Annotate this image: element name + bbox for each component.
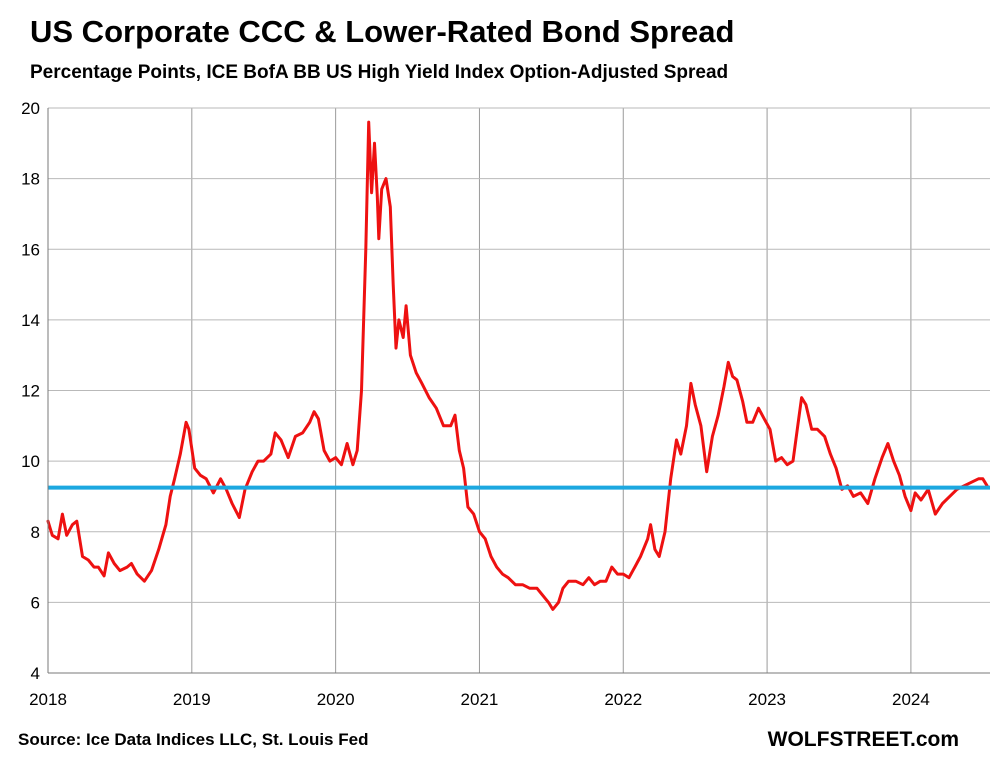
y-tick-label: 18: [21, 170, 40, 189]
y-tick-label: 4: [31, 664, 40, 683]
y-tick-label: 8: [31, 523, 40, 542]
x-tick-label: 2018: [29, 690, 67, 709]
x-tick-label: 2024: [892, 690, 930, 709]
y-tick-label: 10: [21, 452, 40, 471]
x-tick-label: 2023: [748, 690, 786, 709]
y-gridlines: [48, 107, 990, 603]
x-tick-label: 2022: [604, 690, 642, 709]
tick-labels: 4 6 8 10 12 14 16 18 20 2018 2019 2020 2021 2022 2023 2…: [21, 99, 930, 709]
y-tick-label: 14: [21, 311, 40, 330]
y-tick-label: 16: [21, 240, 40, 259]
chart-subtitle: Percentage Points, ICE BofA BB US High Y…: [30, 62, 729, 83]
x-tick-label: 2020: [317, 690, 355, 709]
y-tick-label: 12: [21, 382, 40, 401]
chart-title: US Corporate CCC & Lower-Rated Bond Spre…: [30, 14, 735, 49]
brand-logo-text: WOLFSTREET.com: [767, 728, 959, 751]
series-line-0: [46, 120, 989, 611]
x-tick-label: 2019: [173, 690, 211, 709]
axes: [47, 108, 990, 674]
series-layer: [46, 120, 989, 611]
x-tick-label: 2021: [461, 690, 499, 709]
y-tick-label: 20: [21, 99, 40, 118]
source-note: Source: Ice Data Indices LLC, St. Louis …: [18, 730, 369, 749]
y-tick-label: 6: [31, 593, 40, 612]
